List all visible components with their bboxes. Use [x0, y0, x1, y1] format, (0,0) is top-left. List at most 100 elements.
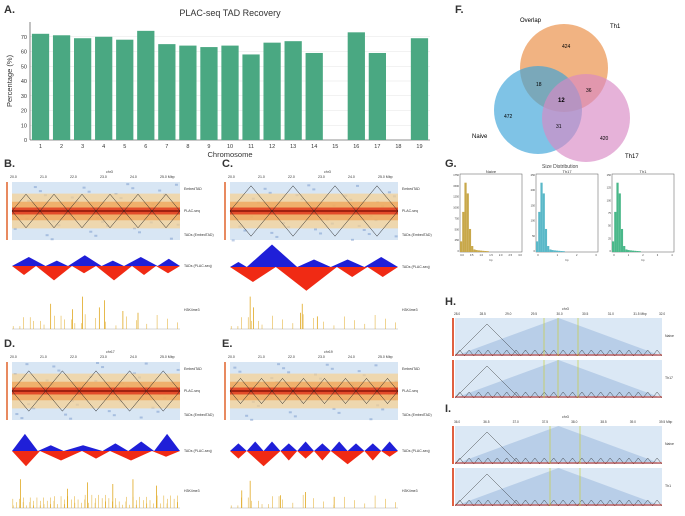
x-axis-label: Chromosome — [207, 150, 252, 159]
tad-outline — [595, 349, 606, 357]
row-label-th1: Th1 — [665, 484, 671, 488]
tad-outline — [464, 391, 474, 399]
coord-tick: 23.0 — [318, 355, 325, 359]
tad-outline — [492, 391, 503, 399]
venn-label-th1: Th1 — [610, 24, 621, 30]
cmp-svg-i: chr3 36.0 36.5 37.0 37.5 38.0 38.5 39.0 39.5 Mbp… — [452, 415, 674, 507]
signal-track — [12, 296, 180, 330]
coord-tick: 38.5 — [600, 420, 606, 424]
tad-embedtad — [246, 244, 298, 267]
hist-bar — [462, 211, 465, 252]
tad-embedtad — [297, 259, 331, 267]
x-tick-label: 14 — [311, 144, 317, 150]
row-label-naive: Naive — [665, 442, 674, 446]
tad-outline — [483, 457, 493, 465]
chr-label: chr3 — [106, 170, 113, 174]
tad-placseq — [96, 266, 132, 281]
tad-embedtad — [347, 443, 365, 451]
y-tick-label: 70 — [21, 35, 27, 41]
y-tick-label: 40 — [21, 79, 27, 85]
tad-outline — [624, 391, 634, 399]
tad-outline — [454, 391, 465, 399]
tad-outline — [530, 391, 540, 399]
tad-outline — [595, 391, 606, 399]
tad-outline — [642, 349, 653, 357]
hist-ytick: 100 — [531, 219, 536, 223]
tad-track — [230, 441, 398, 467]
venn-count-overlap-th17: 36 — [586, 88, 592, 94]
coord-tick: 39.5 Mbp — [659, 420, 673, 424]
tad-placseq — [367, 267, 398, 277]
tad-outline — [454, 473, 520, 507]
hist-bar — [553, 250, 556, 252]
tad-placseq — [152, 451, 180, 457]
tad-outline — [577, 457, 587, 465]
hic-svg-c: chr3 20.0 21.0 22.0 23.0 24.0 25.0 Mbp EmbedTAD… — [224, 170, 432, 330]
y-axis-label: Percentage (%) — [5, 54, 14, 107]
tad-outline — [511, 457, 521, 465]
hic-panel-e: chr19 20.0 21.0 22.0 23.0 24.0 25.0 Mbp EmbedTA… — [224, 348, 434, 511]
coord-tick: 22.0 — [70, 355, 77, 359]
hist-bar — [549, 249, 552, 252]
hist-bar — [466, 193, 469, 252]
track-label-tads-embedtad: TADs (EmbedTAD) — [184, 413, 214, 417]
hist-ytick: 125 — [607, 186, 612, 190]
hic-panel-b: chr3 20.0 21.0 22.0 23.0 24.0 25.0 Mbp EmbedTAD… — [6, 168, 216, 336]
hist-xtick: 1.0 — [480, 253, 484, 257]
tad-outline — [483, 499, 493, 507]
tad-outline — [577, 391, 587, 399]
hist-bar — [544, 228, 548, 252]
cmp-svg-h: chr3 28.0 28.5 29.0 29.5 30.0 30.5 31.0 31.5 Mbp… — [452, 307, 674, 399]
tad-outline — [454, 431, 520, 465]
tad-outline — [464, 457, 474, 465]
bar-chr-14 — [305, 52, 323, 140]
bar-chr-5 — [116, 39, 134, 141]
y-tick-label: 60 — [21, 50, 27, 56]
hist-xtick: 0 — [537, 253, 539, 257]
hist-xlabel: bp — [642, 258, 645, 262]
track-label-h3k4me3: H3K4me3 — [402, 489, 418, 493]
hist-xtick: 0.5 — [470, 253, 474, 257]
hist-bar — [473, 249, 476, 252]
tad-embedtad — [280, 443, 298, 451]
coord-tick: 20.0 — [228, 175, 235, 179]
hic-svg-b: chr3 20.0 21.0 22.0 23.0 24.0 25.0 Mbp EmbedTAD… — [6, 170, 214, 330]
x-tick-label: 1 — [39, 144, 42, 150]
track-label-embedtad: EmbedTAD — [402, 187, 420, 191]
tad-outline — [586, 349, 597, 357]
venn-circle-th17 — [542, 74, 630, 162]
coord-tick: 24.0 — [130, 175, 137, 179]
tad-embedtad — [246, 441, 264, 451]
hist-xtick: 2.0 — [499, 253, 503, 257]
x-tick-label: 9 — [207, 144, 210, 150]
tad-embedtad — [297, 441, 314, 451]
panel-label-b: B. — [4, 158, 15, 170]
tad-outline — [652, 391, 662, 399]
panel-label-d: D. — [4, 338, 15, 350]
tad-outline — [548, 391, 559, 399]
hist-bar — [625, 249, 628, 252]
coord-tick: 21.0 — [40, 175, 47, 179]
tad-outline — [511, 499, 521, 507]
bar-chr-6 — [137, 30, 155, 141]
tad-outline — [567, 349, 578, 357]
tad-placseq — [40, 451, 82, 461]
bar-chr-8 — [179, 45, 197, 140]
tad-outline — [539, 457, 550, 465]
hist-xtick: 4 — [671, 253, 673, 257]
tad-outline — [614, 391, 625, 399]
coord-tick: 32.0 — [659, 312, 665, 316]
tad-outline — [511, 391, 521, 399]
tad-placseq — [82, 451, 110, 459]
contact-map — [229, 362, 399, 421]
comparison-panel-i: chr3 36.0 36.5 37.0 37.5 38.0 38.5 39.0 39.5 Mbp… — [452, 414, 684, 510]
tad-outline — [652, 499, 662, 507]
bar-chart-title: PLAC-seq TAD Recovery — [179, 8, 281, 18]
venn-count-naive-only: 472 — [504, 114, 513, 120]
coord-tick: 38.0 — [571, 420, 577, 424]
hist-ytick: 1250 — [453, 195, 459, 199]
coord-tick: 30.5 — [582, 312, 588, 316]
tad-embedtad — [12, 433, 38, 451]
hist-bar — [479, 250, 483, 252]
